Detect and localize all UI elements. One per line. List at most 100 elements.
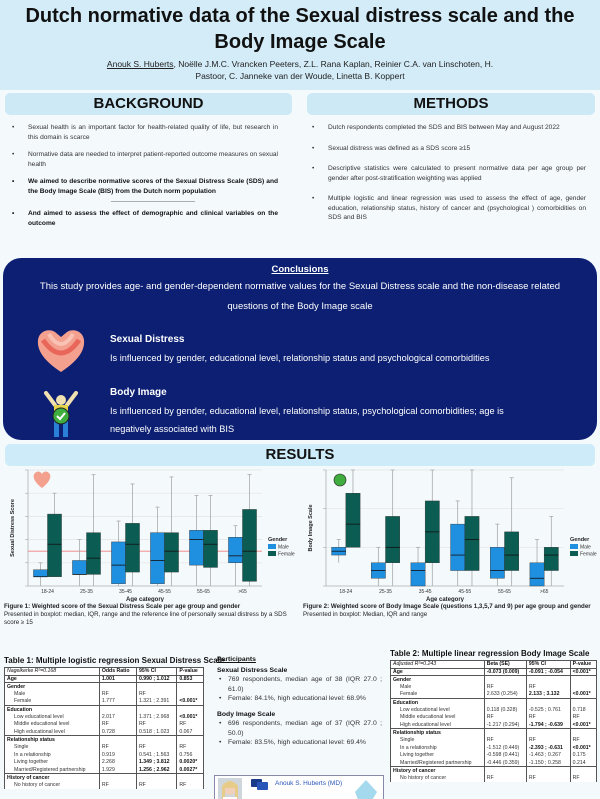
table-cell: Low educational level (390, 706, 485, 714)
table-cell: Age (4, 674, 100, 683)
table-cell: Middle educational level (4, 720, 100, 729)
table-cell (176, 690, 204, 698)
table-row: Living together 2.268 1.349 ; 3.812 0.0020* (4, 758, 204, 767)
background-bullet: Sexual health is an important factor for… (8, 123, 278, 142)
table-cell: -2.393 ; -0.631 (525, 744, 571, 752)
methods-bullet: Dutch respondents completed the SDS and … (308, 123, 586, 133)
table-cell (525, 697, 571, 707)
box-female (504, 531, 519, 571)
table-cell: <0.001* (176, 713, 204, 721)
table-section-row: History of cancer (4, 773, 204, 782)
background-heading: BACKGROUND (5, 93, 292, 115)
figure-2-caption: Figure 2: Weighted score of Body Image S… (303, 603, 600, 619)
table-cell: Living together (4, 758, 100, 767)
table-cell (525, 766, 571, 775)
x-tick-label: 55-65 (498, 589, 511, 595)
table-cell (135, 773, 178, 782)
table-cell: 0.518 ; 1.023 (135, 728, 178, 736)
table-row: Single RF RF RF (4, 743, 204, 752)
table-1: Nagelkerke R²=0.168 Odds Ratio 95% CI P-val… (4, 667, 204, 789)
table-cell: -1.217 (0.294) (483, 721, 527, 729)
table-row: Female 1.777 1.321 ; 2.391 <0.001* (4, 697, 204, 706)
x-tick-label: >65 (540, 589, 549, 595)
legend-label: Male (278, 545, 289, 551)
legend-title: Gender (570, 537, 590, 543)
table-cell: 0.175 (569, 751, 598, 760)
table-row: High educational level -1.217 (0.294) -1.7… (390, 721, 598, 729)
legend-label: Female (580, 552, 597, 558)
table-cell: Relationship status (4, 735, 100, 744)
table-cell: Education (390, 697, 485, 707)
legend-swatch (570, 551, 578, 556)
participants-bullet: 769 respondents, median age of 38 (IQR 2… (217, 675, 382, 694)
table-row: Living together -0.598 (0.441) -1.463 ; 0.… (390, 751, 598, 760)
figure-1-text: Presented in boxplot: median, IQR, range… (4, 611, 287, 626)
legend-label: Female (278, 552, 295, 558)
conclusion-body-image: Body Image Is influenced by gender, educa… (110, 383, 530, 438)
body-positive-person-icon (333, 473, 347, 487)
background-bullets: Sexual health is an important factor for… (8, 123, 278, 236)
table-cell: RF (525, 774, 571, 782)
chat-icon (251, 779, 268, 790)
table-cell: 2.268 (98, 758, 137, 767)
table-cell: RF (176, 720, 204, 729)
table-cell: In a relationship (4, 751, 100, 759)
table-cell (569, 697, 598, 707)
table-cell: Low educational level (4, 713, 100, 721)
table-cell: <0.001* (569, 690, 598, 699)
legend-swatch (268, 544, 276, 549)
table-cell: No history of cancer (390, 774, 485, 782)
x-tick-label: 55-65 (197, 589, 210, 595)
table-cell: RF (525, 736, 571, 745)
table-cell: RF (569, 713, 598, 722)
heart-hug-icon (37, 330, 85, 372)
table-row: Middle educational level RF RF RF (4, 720, 204, 729)
table-cell: RF (135, 781, 178, 789)
conclusion-text: Is influenced by gender, educational lev… (110, 406, 504, 434)
table-cell (483, 697, 527, 707)
table-cell: 1.349 ; 3.812 (135, 758, 178, 767)
table-cell: Married/Registered partnership (390, 759, 485, 767)
table-section-row: Gender (4, 682, 204, 691)
table-cell: -1.150 ; 0.258 (525, 759, 571, 767)
x-axis-label: Age category (126, 597, 165, 602)
table-cell: Married/Registered partnership (4, 766, 100, 774)
table-cell (483, 675, 527, 684)
box-male (72, 560, 87, 575)
legend-label: Male (580, 545, 591, 551)
table-cell: 0.718 (569, 706, 598, 714)
table-cell: 2.133 ; 3.132 (525, 690, 571, 699)
table-cell: RF (98, 690, 137, 698)
background-bullet: We aimed to describe normative scores of… (8, 177, 278, 196)
table-cell: Single (390, 736, 485, 745)
table-cell: RF (483, 736, 527, 745)
table-cell: 1.777 (98, 697, 137, 706)
box-male (33, 569, 48, 577)
legend-swatch (268, 551, 276, 556)
conclusions-heading: Conclusions (271, 264, 329, 275)
separator: ----------------------------------------… (111, 199, 195, 205)
box-female (345, 493, 361, 548)
table-cell: 2.633 (0.254) (483, 690, 527, 699)
table-cell: Female (4, 697, 100, 706)
table-cell: -0.525 ; 0.761 (525, 706, 571, 714)
table-cell: -0.446 (0.359) (483, 759, 527, 767)
methods-bullet: Multiple logistic and linear regression … (308, 194, 586, 223)
table-cell (135, 735, 178, 744)
table-cell: -0.091 ; -0.054 (525, 667, 571, 676)
box-female (203, 530, 218, 568)
table-section-row: Age -0.073 (0.009) -0.091 ; -0.054 <0.001* (390, 667, 598, 676)
table-header-row: Nagelkerke R²=0.168 Odds Ratio 95% CI P-val… (4, 667, 204, 676)
table-cell: -0.598 (0.441) (483, 751, 527, 760)
participants-sds-heading: Sexual Distress Scale (217, 666, 288, 674)
table-cell: 0.919 (98, 751, 137, 759)
table-cell: 0.067 (176, 728, 204, 736)
box-male (228, 537, 243, 563)
participants-bullet: 696 respondents, median age of 37 (IQR 2… (217, 719, 382, 738)
table-row: Male RF RF (390, 683, 598, 691)
background-bullet: Normative data are needed to interpret p… (8, 150, 278, 169)
table-cell: P-value (569, 660, 598, 669)
table-section-row: Education (390, 697, 598, 707)
table-section-row: History of cancer (390, 766, 598, 775)
table-cell (98, 773, 137, 782)
